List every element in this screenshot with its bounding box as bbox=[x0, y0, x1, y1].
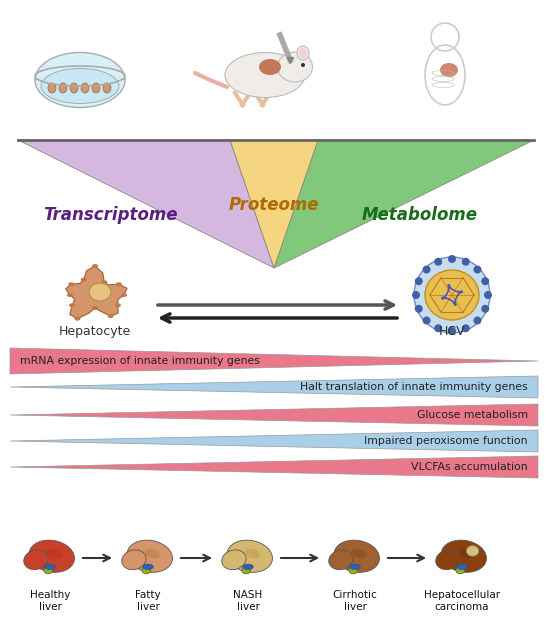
Ellipse shape bbox=[334, 540, 379, 572]
Ellipse shape bbox=[352, 549, 367, 558]
Circle shape bbox=[423, 316, 430, 325]
Ellipse shape bbox=[349, 567, 357, 574]
Ellipse shape bbox=[116, 282, 122, 286]
Ellipse shape bbox=[245, 549, 260, 558]
Text: Cirrhotic
liver: Cirrhotic liver bbox=[333, 590, 377, 611]
Text: Impaired peroxisome function: Impaired peroxisome function bbox=[365, 436, 528, 446]
Polygon shape bbox=[10, 376, 538, 398]
Circle shape bbox=[484, 291, 492, 299]
Ellipse shape bbox=[69, 303, 75, 307]
Text: Hepatocyte: Hepatocyte bbox=[59, 325, 131, 338]
Ellipse shape bbox=[458, 549, 474, 558]
Ellipse shape bbox=[350, 564, 360, 570]
Ellipse shape bbox=[259, 59, 281, 75]
Polygon shape bbox=[65, 266, 127, 318]
Ellipse shape bbox=[456, 567, 464, 574]
Ellipse shape bbox=[89, 283, 111, 301]
Ellipse shape bbox=[92, 264, 98, 268]
Ellipse shape bbox=[92, 83, 100, 93]
Circle shape bbox=[412, 291, 420, 299]
Circle shape bbox=[481, 304, 489, 313]
Ellipse shape bbox=[68, 282, 74, 286]
Circle shape bbox=[473, 316, 481, 325]
Circle shape bbox=[448, 255, 456, 263]
Ellipse shape bbox=[59, 83, 67, 93]
Ellipse shape bbox=[467, 546, 479, 556]
Ellipse shape bbox=[121, 293, 127, 297]
Ellipse shape bbox=[277, 52, 312, 82]
Circle shape bbox=[481, 277, 489, 285]
Ellipse shape bbox=[103, 83, 111, 93]
Text: Metabolome: Metabolome bbox=[362, 206, 478, 224]
Ellipse shape bbox=[47, 549, 62, 558]
Polygon shape bbox=[18, 140, 274, 268]
Ellipse shape bbox=[67, 293, 73, 297]
Circle shape bbox=[434, 324, 442, 332]
Polygon shape bbox=[10, 456, 538, 478]
Ellipse shape bbox=[102, 280, 108, 284]
Text: HCV: HCV bbox=[439, 325, 466, 338]
Circle shape bbox=[414, 257, 490, 333]
Ellipse shape bbox=[425, 270, 479, 320]
Text: Glucose metabolism: Glucose metabolism bbox=[417, 410, 528, 420]
Text: Halt translation of innate immunity genes: Halt translation of innate immunity gene… bbox=[300, 382, 528, 392]
Ellipse shape bbox=[142, 567, 150, 574]
Circle shape bbox=[462, 324, 470, 332]
Ellipse shape bbox=[81, 278, 87, 282]
Ellipse shape bbox=[70, 83, 78, 93]
Text: Healthy
liver: Healthy liver bbox=[30, 590, 70, 611]
Ellipse shape bbox=[440, 63, 458, 77]
Ellipse shape bbox=[436, 550, 460, 570]
Text: mRNA expression of innate immunity genes: mRNA expression of innate immunity genes bbox=[20, 356, 260, 366]
Ellipse shape bbox=[242, 567, 251, 574]
Ellipse shape bbox=[329, 550, 353, 570]
Ellipse shape bbox=[75, 316, 80, 321]
Circle shape bbox=[462, 258, 470, 266]
Circle shape bbox=[473, 266, 481, 273]
Polygon shape bbox=[230, 140, 318, 268]
Ellipse shape bbox=[29, 540, 75, 572]
Polygon shape bbox=[10, 348, 538, 374]
Polygon shape bbox=[274, 140, 534, 268]
Circle shape bbox=[414, 304, 423, 313]
Circle shape bbox=[434, 258, 442, 266]
Ellipse shape bbox=[92, 306, 98, 310]
Text: Transcriptome: Transcriptome bbox=[43, 206, 177, 224]
Ellipse shape bbox=[143, 564, 153, 570]
Ellipse shape bbox=[227, 540, 272, 572]
Circle shape bbox=[423, 266, 430, 273]
Ellipse shape bbox=[44, 564, 55, 570]
Ellipse shape bbox=[48, 83, 56, 93]
Ellipse shape bbox=[127, 540, 172, 572]
Ellipse shape bbox=[44, 567, 53, 574]
Ellipse shape bbox=[145, 549, 160, 558]
Ellipse shape bbox=[299, 48, 307, 58]
Ellipse shape bbox=[108, 314, 114, 318]
Circle shape bbox=[301, 63, 305, 67]
Ellipse shape bbox=[35, 53, 125, 108]
Text: VLCFAs accumulation: VLCFAs accumulation bbox=[411, 462, 528, 472]
Ellipse shape bbox=[243, 564, 253, 570]
Ellipse shape bbox=[225, 53, 305, 97]
Circle shape bbox=[448, 327, 456, 335]
Text: NASH
liver: NASH liver bbox=[233, 590, 262, 611]
Text: Fatty
liver: Fatty liver bbox=[135, 590, 161, 611]
Ellipse shape bbox=[24, 550, 48, 570]
Ellipse shape bbox=[41, 68, 119, 104]
Text: Proteome: Proteome bbox=[229, 196, 320, 214]
Ellipse shape bbox=[122, 550, 146, 570]
Ellipse shape bbox=[297, 46, 309, 60]
Polygon shape bbox=[10, 430, 538, 452]
Ellipse shape bbox=[222, 550, 246, 570]
Polygon shape bbox=[10, 404, 538, 426]
Ellipse shape bbox=[441, 540, 486, 572]
Circle shape bbox=[414, 277, 423, 285]
Text: Hepatocellular
carcinoma: Hepatocellular carcinoma bbox=[424, 590, 500, 611]
Ellipse shape bbox=[81, 83, 89, 93]
Ellipse shape bbox=[457, 564, 467, 570]
Ellipse shape bbox=[115, 303, 121, 307]
